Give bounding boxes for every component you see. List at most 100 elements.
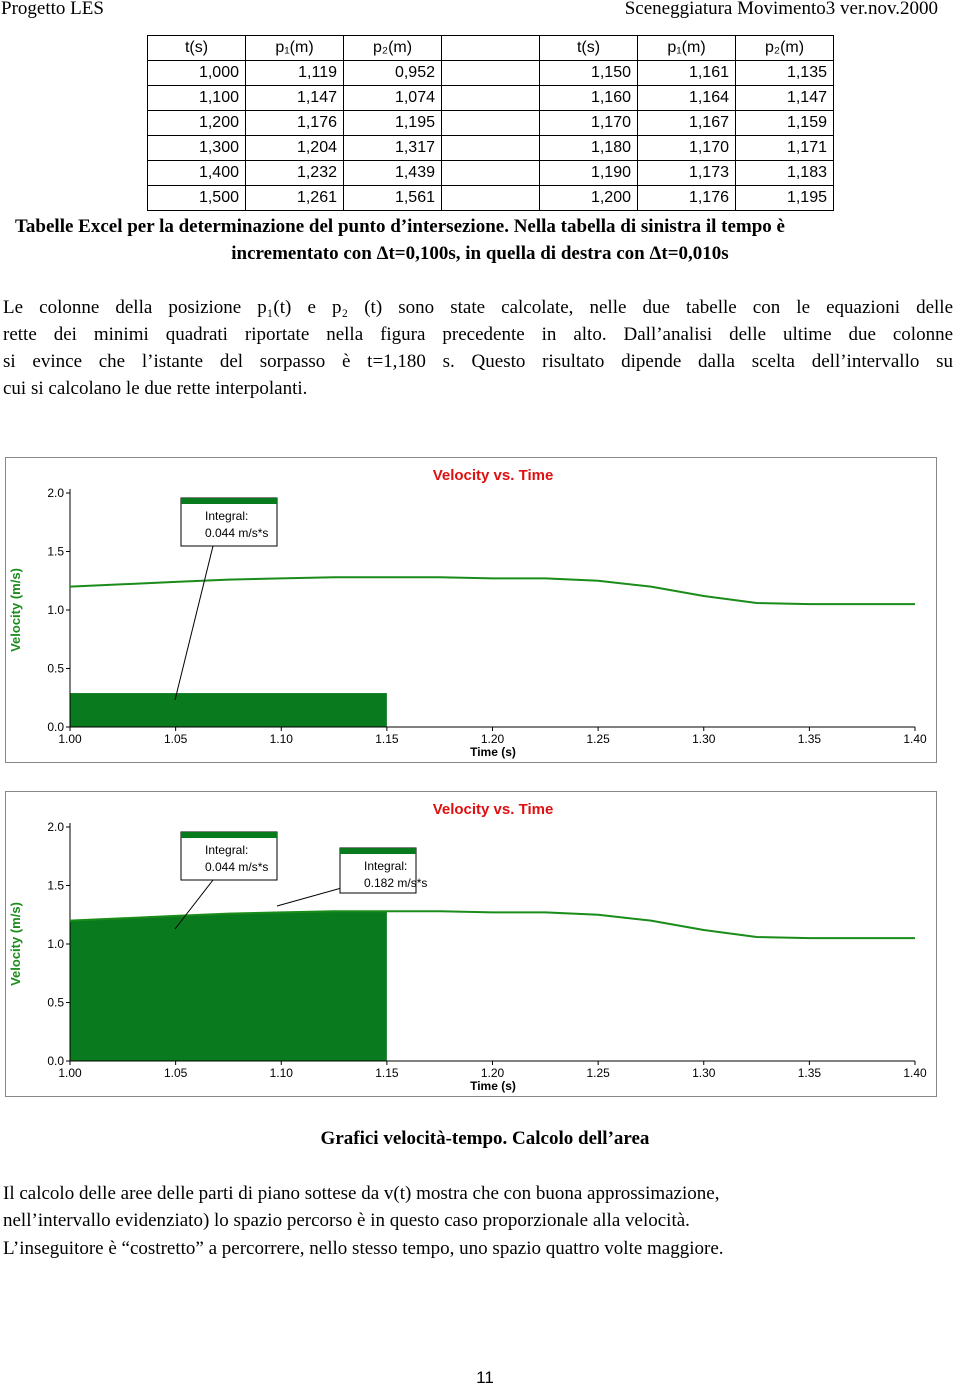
table-gap — [441, 110, 540, 136]
table-row: 1,100 1,147 1,074 1,160 1,164 1,147 — [147, 85, 834, 111]
table-cell: 1,500 — [147, 185, 246, 211]
table-cell: 1,170 — [637, 135, 736, 161]
table-cell: 1,317 — [343, 135, 442, 161]
table-gap — [441, 135, 540, 161]
annotation-header — [181, 498, 277, 504]
table-cell: 1,167 — [637, 110, 736, 136]
x-tick-label: 1.30 — [692, 732, 716, 746]
shaded-area — [70, 693, 387, 727]
table-cell: 1,100 — [147, 85, 246, 111]
chart-title: Velocity vs. Time — [433, 467, 554, 484]
table-cell: 1,200 — [539, 185, 638, 211]
annotation-text: Integral: — [205, 843, 248, 857]
chart: Velocity vs. Time Time (s) Velocity (m/s) 0… — [5, 791, 937, 1097]
annotation-header — [340, 848, 416, 854]
table-caption: incrementato con Δt=0,100s, in quella di… — [231, 243, 729, 264]
table-cell: 1,183 — [735, 160, 834, 186]
y-axis-title: Velocity (m/s) — [8, 568, 23, 652]
paragraph-line: Le colonne della posizione p₁(t) e p₂ (t… — [3, 297, 953, 318]
annotation-text: 0.044 m/s*s — [205, 526, 268, 540]
table-cell: 1,300 — [147, 135, 246, 161]
table-cell: 1,164 — [637, 85, 736, 111]
x-tick-label: 1.30 — [692, 1066, 716, 1080]
y-tick-label: 2.0 — [47, 820, 64, 834]
annotation-box — [180, 497, 278, 547]
annotation-text: 0.044 m/s*s — [205, 860, 268, 874]
y-tick-label: 1.0 — [47, 603, 64, 617]
table-gap — [441, 85, 540, 111]
table-cell: 1,150 — [539, 60, 638, 86]
table-cell: 0,952 — [343, 60, 442, 86]
y-axis-title: Velocity (m/s) — [8, 902, 23, 986]
table-row: 1,200 1,176 1,195 1,170 1,167 1,159 — [147, 110, 834, 136]
table-cell: 1,147 — [245, 85, 344, 111]
table-cell: 1,161 — [637, 60, 736, 86]
table-gap — [441, 35, 540, 61]
table-gap — [441, 185, 540, 211]
table-cell: 1,200 — [147, 110, 246, 136]
chart-title: Velocity vs. Time — [433, 801, 554, 818]
shaded-area — [70, 911, 387, 1061]
table-row: t(s) p₁(m) p₂(m) t(s) p₁(m) p₂(m) — [147, 35, 834, 61]
table-cell: 1,159 — [735, 110, 834, 136]
paragraph-line: nell’intervallo evidenziato) lo spazio p… — [3, 1210, 690, 1231]
y-tick-label: 0.0 — [47, 1054, 64, 1068]
x-tick-label: 1.35 — [798, 1066, 822, 1080]
table-row: 1,000 1,119 0,952 1,150 1,161 1,135 — [147, 60, 834, 86]
table-cell: 1,190 — [539, 160, 638, 186]
paragraph-line: rette dei minimi quadrati riportate nell… — [3, 324, 953, 345]
y-tick-label: 0.0 — [47, 720, 64, 734]
header-right: Sceneggiatura Movimento3 ver.nov.2000 — [624, 0, 938, 19]
annotation-text: Integral: — [364, 859, 407, 873]
table-cell: 1,147 — [735, 85, 834, 111]
paragraph-line: Il calcolo delle aree delle parti di pia… — [3, 1183, 720, 1204]
x-tick-label: 1.40 — [903, 1066, 927, 1080]
table-cell: 1,204 — [245, 135, 344, 161]
table-cell: 1,232 — [245, 160, 344, 186]
x-tick-label: 1.05 — [164, 1066, 188, 1080]
table-cell: 1,195 — [735, 185, 834, 211]
x-axis-title: Time (s) — [470, 1079, 516, 1093]
page-number: 11 — [476, 1368, 494, 1387]
table-cell: 1,170 — [539, 110, 638, 136]
table-cell: 1,119 — [245, 60, 344, 86]
table-header-cell: p₁(m) — [245, 35, 344, 61]
annotation-leader — [174, 545, 214, 701]
y-tick-label: 2.0 — [47, 486, 64, 500]
x-axis-title: Time (s) — [470, 745, 516, 759]
y-tick-label: 0.5 — [47, 996, 64, 1010]
table-row: 1,300 1,204 1,317 1,180 1,170 1,171 — [147, 135, 834, 161]
table-cell: 1,195 — [343, 110, 442, 136]
y-tick-label: 1.5 — [47, 545, 64, 559]
table-header-cell: t(s) — [147, 35, 246, 61]
table-row: 1,400 1,232 1,439 1,190 1,173 1,183 — [147, 160, 834, 186]
table-cell: 1,176 — [637, 185, 736, 211]
table-cell: 1,439 — [343, 160, 442, 186]
table-cell: 1,180 — [539, 135, 638, 161]
table-cell: 1,074 — [343, 85, 442, 111]
paragraph-line: si evince che l’istante del sorpasso è t… — [3, 351, 953, 372]
table-cell: 1,171 — [735, 135, 834, 161]
table-cell: 1,261 — [245, 185, 344, 211]
paragraph-line: cui si calcolano le due rette interpolan… — [3, 378, 308, 399]
table-cell: 1,176 — [245, 110, 344, 136]
annotation-text: Integral: — [205, 509, 248, 523]
x-tick-label: 1.15 — [375, 1066, 399, 1080]
x-tick-label: 1.25 — [586, 732, 610, 746]
table-cell: 1,135 — [735, 60, 834, 86]
y-tick-label: 1.5 — [47, 879, 64, 893]
x-tick-label: 1.00 — [58, 732, 82, 746]
velocity-line — [69, 910, 915, 940]
y-tick-label: 1.0 — [47, 937, 64, 951]
annotation-box — [339, 847, 417, 894]
table-row: 1,500 1,261 1,561 1,200 1,176 1,195 — [147, 185, 834, 211]
table-cell: 1,000 — [147, 60, 246, 86]
table-header-cell: p₂(m) — [735, 35, 834, 61]
table-caption: Tabelle Excel per la determinazione del … — [15, 216, 785, 237]
table-header-cell: t(s) — [539, 35, 638, 61]
x-tick-label: 1.40 — [903, 732, 927, 746]
table-cell: 1,400 — [147, 160, 246, 186]
x-tick-label: 1.10 — [270, 732, 294, 746]
velocity-line — [69, 576, 915, 606]
x-tick-label: 1.05 — [164, 732, 188, 746]
